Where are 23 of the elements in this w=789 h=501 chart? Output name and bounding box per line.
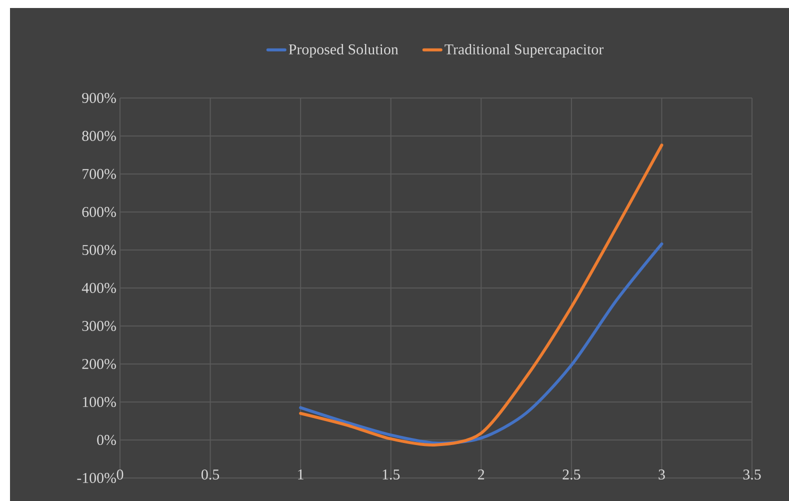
x-tick-label: 0.5	[202, 470, 220, 480]
y-tick-label: 500%	[82, 244, 116, 256]
line-series	[299, 144, 664, 446]
y-tick-label: 800%	[82, 130, 116, 142]
x-tick-label: 0	[116, 470, 124, 480]
y-tick-label: -100%	[77, 472, 116, 484]
x-tick-label: 3	[658, 470, 665, 480]
x-tick-label: 1.5	[382, 470, 400, 480]
x-tick-label: 2.5	[562, 470, 580, 480]
y-tick-label: 200%	[82, 358, 116, 370]
y-tick-label: 300%	[82, 320, 116, 332]
legend-label: Proposed Solution	[288, 44, 398, 58]
y-tick-label: 600%	[82, 206, 116, 218]
x-tick-label: 2	[478, 470, 484, 480]
x-tick-label: 1	[298, 470, 304, 480]
y-tick-label: 0%	[97, 434, 116, 446]
y-tick-label: 700%	[82, 168, 116, 180]
y-tick-label: 900%	[82, 92, 116, 104]
y-tick-label: 100%	[82, 396, 116, 408]
legend-label: Traditional Supercapacitor	[444, 44, 604, 58]
y-tick-label: 400%	[82, 282, 116, 294]
x-tick-label: 3.5	[743, 470, 761, 480]
line-series	[299, 242, 664, 445]
